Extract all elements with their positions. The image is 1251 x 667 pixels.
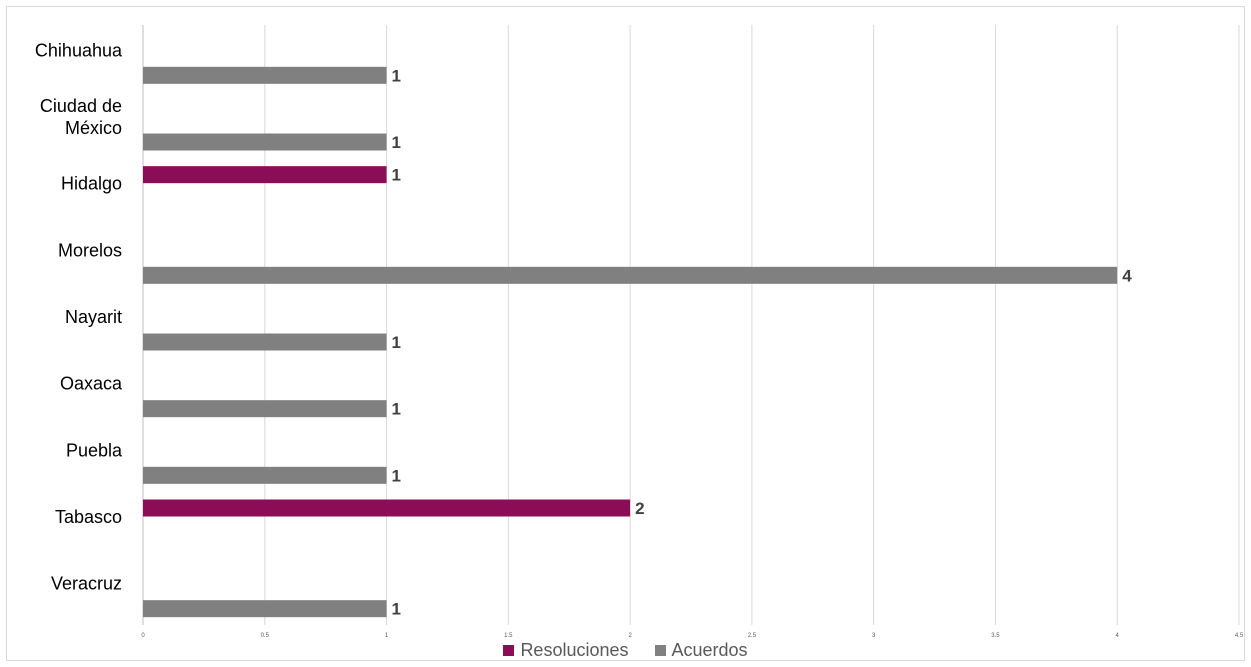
bar-acuerdos xyxy=(143,333,387,351)
category-label: Veracruz xyxy=(51,574,122,594)
data-label: 1 xyxy=(392,600,401,619)
x-tick-label: 4 xyxy=(1116,633,1120,639)
category-label: Tabasco xyxy=(55,507,122,527)
x-tick-label: 1.5 xyxy=(504,633,513,639)
category-label: Morelos xyxy=(58,240,122,260)
x-tick-label: 4.5 xyxy=(1235,633,1244,639)
x-tick-label: 3 xyxy=(872,633,876,639)
x-tick-label: 0.5 xyxy=(261,633,270,639)
bar-acuerdos xyxy=(143,133,387,151)
data-label: 2 xyxy=(635,499,644,518)
bar-acuerdos xyxy=(143,266,1118,284)
legend-item-resoluciones: Resoluciones xyxy=(503,640,629,661)
x-tick-label: 2.5 xyxy=(748,633,757,639)
category-label: Chihuahua xyxy=(35,40,123,60)
legend: Resoluciones Acuerdos xyxy=(0,640,1251,661)
x-tick-label: 1 xyxy=(385,633,389,639)
x-tick-label: 2 xyxy=(628,633,632,639)
data-label: 1 xyxy=(392,166,401,185)
category-label: Nayarit xyxy=(65,307,122,327)
data-label: 1 xyxy=(392,400,401,419)
legend-swatch-acuerdos xyxy=(654,645,666,656)
category-label: Ciudad de México xyxy=(40,96,122,138)
category-label: Hidalgo xyxy=(61,174,122,194)
bar-acuerdos xyxy=(143,466,387,484)
data-label: 1 xyxy=(392,133,401,152)
data-label: 1 xyxy=(392,66,401,85)
data-label: 4 xyxy=(1122,266,1132,285)
x-tick-label: 0 xyxy=(141,633,145,639)
bar-resoluciones xyxy=(143,166,387,184)
data-label: 1 xyxy=(392,333,401,352)
legend-item-acuerdos: Acuerdos xyxy=(654,640,748,661)
legend-label-resoluciones: Resoluciones xyxy=(520,640,629,660)
legend-label-acuerdos: Acuerdos xyxy=(671,640,748,660)
legend-swatch-resoluciones xyxy=(503,645,515,656)
category-label: Oaxaca xyxy=(60,374,123,394)
bar-acuerdos xyxy=(143,66,387,84)
bar-acuerdos xyxy=(143,400,387,418)
data-label: 1 xyxy=(392,466,401,485)
bar-resoluciones xyxy=(143,499,631,517)
bar-acuerdos xyxy=(143,600,387,618)
x-tick-label: 3.5 xyxy=(991,633,1000,639)
category-label: Puebla xyxy=(66,440,123,460)
